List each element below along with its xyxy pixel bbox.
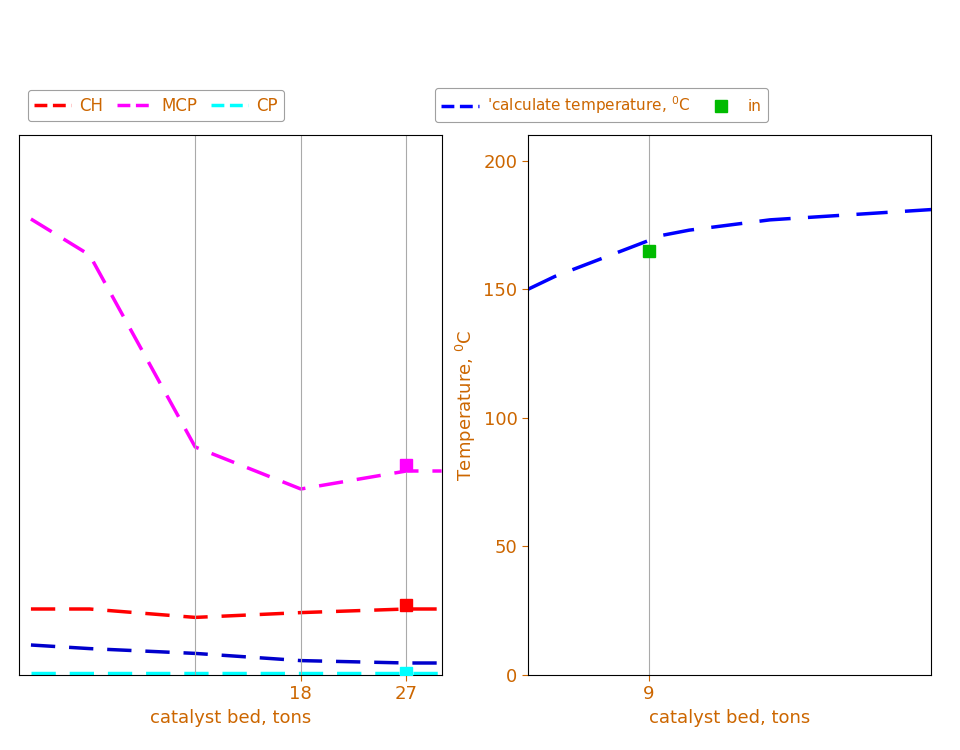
Legend: 'calculate temperature, $^0$C, in: 'calculate temperature, $^0$C, in (435, 88, 768, 122)
X-axis label: catalyst bed, tons: catalyst bed, tons (150, 709, 311, 727)
Legend: CH, MCP, CP: CH, MCP, CP (28, 90, 284, 122)
X-axis label: catalyst bed, tons: catalyst bed, tons (649, 709, 810, 727)
Y-axis label: Temperature, $^0$C: Temperature, $^0$C (454, 329, 478, 481)
